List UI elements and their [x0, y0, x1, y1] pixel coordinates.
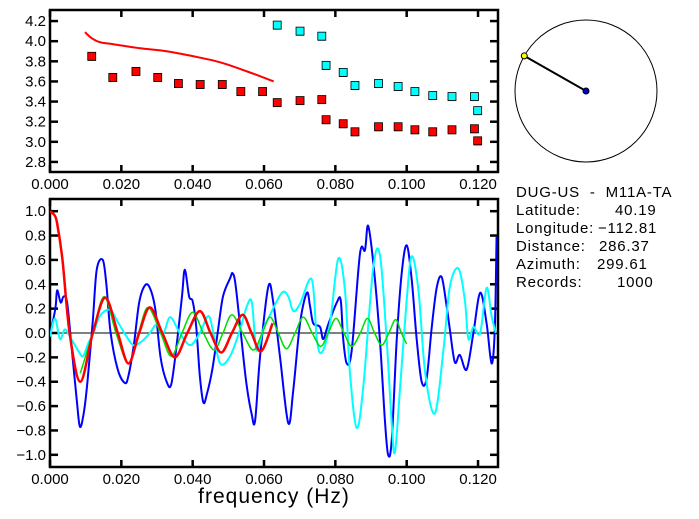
longitude-value: −112.81 [598, 220, 658, 237]
data-point [108, 73, 118, 82]
data-point [350, 127, 360, 137]
x-axis-title: frequency (Hz) [198, 485, 350, 508]
data-point [338, 119, 348, 129]
plot-frame [48, 8, 500, 174]
data-point [428, 127, 438, 137]
velocity-dispersion-plot: 0.000 0.020 0.040 0.060 0.080 0.100 0.120 4.2 4.… [25, 8, 500, 193]
y-tick-label: −1.0 [16, 447, 46, 464]
observed-coherency-cyan [50, 247, 497, 455]
data-point [321, 60, 331, 70]
y-tick-label: −0.2 [16, 349, 46, 366]
y-tick-label: 3.8 [25, 53, 46, 70]
y-tick-label: 4.2 [25, 13, 46, 30]
latitude-label: Latitude: [516, 202, 581, 219]
data-point [317, 31, 327, 41]
data-point [272, 98, 282, 107]
x-tick-label: 0.020 [103, 471, 141, 488]
data-point [258, 87, 267, 96]
data-point [338, 67, 348, 77]
x-tick-label: 0.080 [317, 176, 355, 193]
phase-velocity-curve [84, 31, 274, 83]
records-value: 1000 [617, 274, 654, 291]
y-tick-label: 0.6 [25, 252, 46, 269]
y-tick-label: 0.8 [25, 228, 46, 245]
data-point [195, 80, 205, 89]
x-tick-label: 0.060 [245, 471, 283, 488]
data-point [393, 82, 403, 91]
data-point [410, 125, 420, 135]
distance-label: Distance: [516, 238, 586, 255]
x-tick-label: 0.060 [245, 176, 283, 193]
great-circle-path [523, 55, 587, 92]
data-point [473, 106, 483, 116]
model-coherency-red [50, 210, 274, 383]
x-tick-label: 0.080 [317, 471, 355, 488]
y-tick-label: −0.6 [16, 398, 46, 415]
x-tick-label: 0.020 [103, 176, 141, 193]
records-label: Records: [516, 274, 583, 291]
y-tick-label: 3.0 [25, 134, 46, 151]
x-tick-label: 0.040 [174, 176, 212, 193]
observed-coherency-blue [50, 224, 498, 458]
data-point [131, 66, 141, 76]
reference-station-marker [582, 87, 590, 95]
coherency-plot: 0.000 0.020 0.040 0.060 0.080 0.100 0.120 1.0 0.… [16, 197, 500, 488]
data-point [321, 115, 331, 125]
y-tick-label: −0.8 [16, 422, 46, 439]
data-point [317, 95, 327, 104]
data-point [447, 92, 457, 101]
distance-value: 286.37 [599, 238, 650, 255]
y-tick-label: 1.0 [25, 203, 46, 220]
data-point [153, 73, 163, 82]
data-point [295, 26, 305, 36]
y-tick-label: −0.4 [16, 374, 46, 391]
data-point [272, 20, 282, 30]
y-tick-label: 0.4 [25, 276, 46, 293]
station-pair-title: DUG-US - M11A-TA [516, 184, 673, 201]
y-tick-label: 2.8 [25, 154, 46, 171]
data-point [217, 80, 227, 89]
azimuth-value: 299.61 [597, 256, 648, 273]
data-point [447, 125, 457, 135]
map-circle [514, 19, 658, 163]
x-tick-label: 0.000 [31, 176, 69, 193]
data-point [87, 51, 97, 61]
y-tick-label: 3.4 [25, 94, 46, 111]
event-station-marker [520, 52, 528, 60]
longitude-label: Longitude: [516, 220, 595, 237]
y-tick-label: 0.0 [25, 325, 46, 342]
azimuth-label: Azimuth: [516, 256, 581, 273]
x-tick-label: 0.120 [459, 471, 497, 488]
x-tick-label: 0.100 [388, 176, 426, 193]
data-point [174, 79, 183, 88]
y-tick-label: 4.0 [25, 33, 46, 50]
data-point [473, 136, 483, 146]
data-point [236, 87, 246, 96]
data-point [410, 87, 420, 96]
y-tick-label: 0.2 [25, 301, 46, 318]
data-point [350, 81, 360, 90]
data-point [470, 92, 479, 101]
data-point [295, 96, 305, 105]
x-tick-label: 0.040 [174, 471, 212, 488]
x-tick-label: 0.120 [459, 176, 497, 193]
y-tick-label: 3.2 [25, 114, 46, 131]
data-point [428, 91, 438, 100]
azimuth-map [514, 19, 658, 163]
data-point [470, 124, 479, 134]
data-point [393, 122, 403, 132]
x-tick-label: 0.000 [31, 471, 69, 488]
x-tick-label: 0.100 [388, 471, 426, 488]
latitude-value: 40.19 [615, 202, 657, 219]
data-point [374, 79, 383, 88]
y-tick-label: 3.6 [25, 73, 46, 90]
data-point [374, 122, 383, 132]
